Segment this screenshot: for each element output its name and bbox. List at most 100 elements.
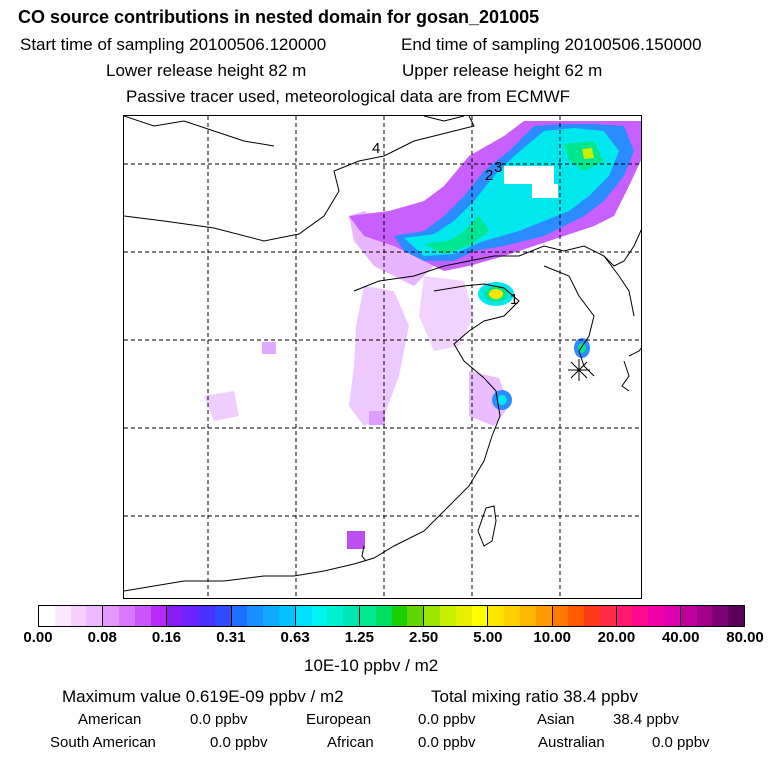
map-canvas: 4 2 3 1 [124, 116, 641, 598]
south-american-value: 0.0 ppbv [210, 734, 268, 751]
color-scale-swatch [214, 606, 231, 626]
color-scale-swatch [519, 606, 536, 626]
color-scale-segment [39, 606, 104, 626]
color-scale-swatch [39, 606, 55, 626]
color-scale-swatch [295, 606, 312, 626]
american-label: American [78, 711, 142, 728]
color-scale-swatch [231, 606, 248, 626]
color-scale-swatch [263, 606, 279, 626]
color-scale-swatch [680, 606, 697, 626]
color-scale-tick-label: 0.31 [216, 629, 246, 646]
color-scale-swatch [359, 606, 376, 626]
color-scale-tick-label: 0.00 [23, 629, 53, 646]
color-scale-swatch [198, 606, 215, 626]
color-scale-segment [359, 606, 425, 626]
color-scale-tick-label: 10.00 [533, 629, 571, 646]
color-scale-swatch [488, 606, 505, 626]
color-scale-swatch [118, 606, 135, 626]
european-value: 0.0 ppbv [418, 711, 476, 728]
color-scale-tick-label: 2.50 [409, 629, 439, 646]
color-scale-swatch [86, 606, 103, 626]
color-scale-swatch [183, 606, 199, 626]
release-label-3: 3 [494, 159, 502, 176]
color-scale-swatch [728, 606, 745, 626]
total-mixing-label: Total mixing ratio 38.4 ppbv [431, 687, 638, 706]
plume-west-column [349, 286, 409, 426]
gosan-station-marker [568, 359, 590, 381]
plot-title: CO source contributions in nested domain… [18, 7, 540, 27]
lat-lon-grid [124, 116, 641, 598]
color-scale-segment [231, 606, 296, 626]
african-value: 0.0 ppbv [418, 734, 476, 751]
color-scale-swatch [278, 606, 295, 626]
color-scale-swatch [134, 606, 151, 626]
lower-release-label: Lower release height 82 m [106, 61, 307, 80]
release-label-2: 2 [485, 167, 493, 184]
release-label-4: 4 [372, 140, 380, 157]
asian-value: 38.4 ppbv [613, 711, 679, 728]
asian-label: Asian [537, 711, 575, 728]
color-scale-swatch [343, 606, 359, 626]
color-scale-segment [103, 606, 168, 626]
color-scale-bar [38, 605, 745, 627]
color-scale-swatch [696, 606, 713, 626]
color-scale-segment [616, 606, 681, 626]
color-scale-swatch [712, 606, 729, 626]
color-scale-swatch [327, 606, 344, 626]
color-scale-swatch [504, 606, 520, 626]
color-scale-segment [167, 606, 232, 626]
american-value: 0.0 ppbv [190, 711, 248, 728]
color-scale-segment [552, 606, 617, 626]
color-scale-tick-label: 0.08 [87, 629, 117, 646]
color-scale-tick-label: 40.00 [661, 629, 700, 646]
upper-release-label: Upper release height 62 m [402, 61, 603, 80]
australian-value: 0.0 ppbv [652, 734, 710, 751]
color-scale-swatch [375, 606, 392, 626]
color-scale-swatch [391, 606, 408, 626]
european-label: European [306, 711, 372, 728]
color-scale-segment [488, 606, 553, 626]
color-scale-swatch [439, 606, 456, 626]
color-scale-swatch [584, 606, 600, 626]
color-scale-swatch [150, 606, 167, 626]
color-scale-swatch [311, 606, 328, 626]
color-scale-swatch [167, 606, 184, 626]
plume-spot-a [262, 342, 276, 354]
color-scale-tick-label: 1.25 [344, 629, 374, 646]
coastlines [124, 116, 641, 592]
color-scale-segment [424, 606, 489, 626]
color-scale-swatch [648, 606, 665, 626]
plume-sw-patch [204, 391, 239, 421]
color-scale-swatch [424, 606, 440, 626]
color-scale-swatch [552, 606, 569, 626]
end-time-label: End time of sampling 20100506.150000 [401, 35, 702, 54]
tracer-note: Passive tracer used, meteorological data… [126, 87, 571, 106]
taiwan-coast [477, 505, 497, 547]
max-value-label: Maximum value 0.619E-09 ppbv / m2 [62, 687, 344, 706]
color-scale-swatch [599, 606, 616, 626]
main-plume [349, 121, 641, 271]
color-scale-swatch [568, 606, 585, 626]
map-panel: 4 2 3 1 [123, 115, 642, 599]
start-time-label: Start time of sampling 20100506.120000 [20, 35, 327, 54]
hotspots [478, 282, 590, 410]
color-scale-segment [295, 606, 360, 626]
color-scale-swatch [247, 606, 264, 626]
plume-central [419, 276, 474, 351]
plume-spot-c [347, 531, 365, 549]
color-scale-swatch [632, 606, 649, 626]
color-scale-swatch [455, 606, 472, 626]
color-scale-segment [680, 606, 745, 626]
color-scale-swatch [664, 606, 680, 626]
units-label: 10E-10 ppbv / m2 [304, 656, 439, 675]
color-scale-swatch [54, 606, 71, 626]
south-american-label: South American [50, 734, 156, 751]
color-scale-swatch [535, 606, 552, 626]
color-scale-swatch [70, 606, 87, 626]
color-scale-swatch [103, 606, 119, 626]
african-label: African [327, 734, 374, 751]
color-scale-tick-label: 0.16 [151, 629, 182, 646]
color-scale-tick-label: 0.63 [280, 629, 310, 646]
color-scale-tick-label: 5.00 [473, 629, 503, 646]
color-scale-swatch [407, 606, 424, 626]
